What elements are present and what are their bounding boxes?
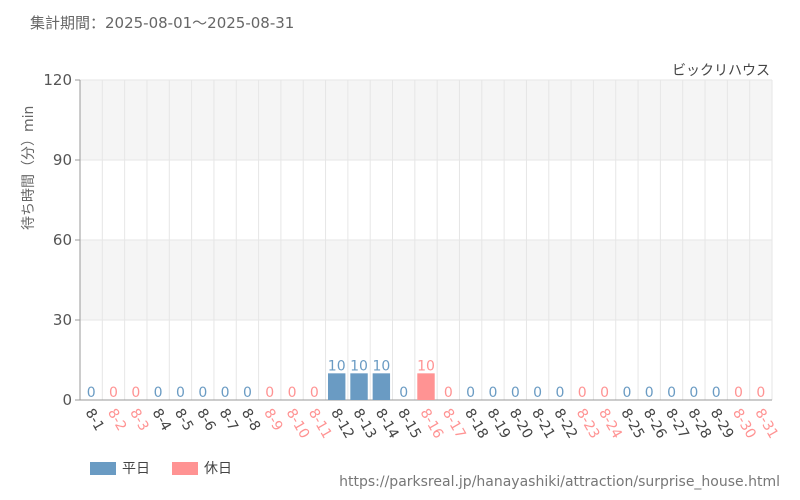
bar-8-14 <box>372 373 391 400</box>
data-label-8-19: 0 <box>489 385 498 401</box>
data-label-8-30: 0 <box>734 385 743 401</box>
x-tick-label-8-2: 8-2 <box>104 406 129 434</box>
data-label-8-23: 0 <box>578 385 587 401</box>
legend-label-holiday: 休日 <box>204 461 232 477</box>
data-label-8-5: 0 <box>176 385 185 401</box>
y-tick-label: 0 <box>62 391 72 409</box>
y-tick-label: 30 <box>53 311 72 329</box>
data-label-8-22: 0 <box>555 385 564 401</box>
x-tick-label-8-8: 8-8 <box>238 406 263 434</box>
chart-legend: 平日 休日 <box>90 458 232 478</box>
y-tick-label: 120 <box>43 71 72 89</box>
data-label-8-16: 10 <box>417 358 435 374</box>
attraction-name: ビックリハウス <box>672 63 770 79</box>
x-tick-label-8-7: 8-7 <box>216 406 241 434</box>
x-tick-label-8-3: 8-3 <box>126 406 151 434</box>
data-label-8-3: 0 <box>131 385 140 401</box>
bar-8-12 <box>328 373 346 400</box>
data-label-8-26: 0 <box>645 385 654 401</box>
data-label-8-10: 0 <box>288 385 297 401</box>
y-tick-label: 90 <box>53 151 72 169</box>
data-label-8-6: 0 <box>198 385 207 401</box>
legend-item-holiday[interactable]: 休日 <box>172 458 232 478</box>
legend-swatch-holiday <box>172 461 198 475</box>
x-tick-label-8-4: 8-4 <box>149 406 174 434</box>
data-label-8-29: 0 <box>712 385 721 401</box>
data-label-8-12: 10 <box>328 358 346 374</box>
bar-8-13 <box>350 373 368 400</box>
data-label-8-14: 10 <box>372 358 390 374</box>
collection-period: 集計期間：2025-08-01～2025-08-31 <box>30 14 295 32</box>
data-label-8-2: 0 <box>109 385 118 401</box>
data-label-8-11: 0 <box>310 385 319 401</box>
y-tick-label: 60 <box>53 231 72 249</box>
x-tick-label-8-6: 8-6 <box>193 406 218 434</box>
data-label-8-24: 0 <box>600 385 609 401</box>
data-label-8-27: 0 <box>667 385 676 401</box>
x-tick-label-8-31: 8-31 <box>751 406 781 442</box>
x-tick-label-8-5: 8-5 <box>171 406 196 434</box>
data-label-8-9: 0 <box>265 385 274 401</box>
data-label-8-7: 0 <box>221 385 230 401</box>
legend-swatch-weekday <box>90 461 116 475</box>
data-label-8-28: 0 <box>689 385 698 401</box>
data-label-8-25: 0 <box>622 385 631 401</box>
bar-8-16 <box>417 373 435 400</box>
data-label-8-4: 0 <box>154 385 163 401</box>
legend-item-weekday[interactable]: 平日 <box>90 458 150 478</box>
data-label-8-20: 0 <box>511 385 520 401</box>
x-tick-label-8-9: 8-9 <box>260 406 285 434</box>
x-tick-label-8-1: 8-1 <box>82 406 107 434</box>
data-label-8-13: 10 <box>350 358 368 374</box>
source-url[interactable]: https://parksreal.jp/hanayashiki/attract… <box>339 474 780 490</box>
data-label-8-1: 0 <box>87 385 96 401</box>
data-label-8-8: 0 <box>243 385 252 401</box>
data-label-8-18: 0 <box>466 385 475 401</box>
legend-label-weekday: 平日 <box>122 461 150 477</box>
data-label-8-31: 0 <box>756 385 765 401</box>
data-label-8-21: 0 <box>533 385 542 401</box>
data-label-8-17: 0 <box>444 385 453 401</box>
data-label-8-15: 0 <box>399 385 408 401</box>
plot-band <box>80 240 772 320</box>
plot-band <box>80 160 772 240</box>
plot-band <box>80 80 772 160</box>
